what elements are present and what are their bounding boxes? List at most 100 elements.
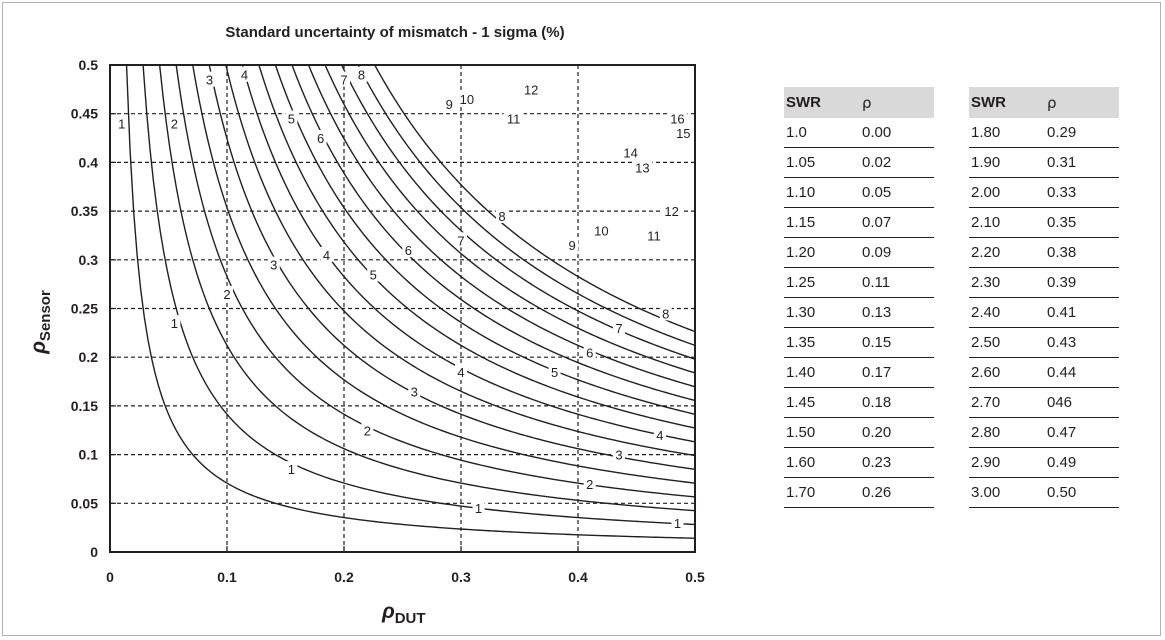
rho-cell: 0.11 (862, 274, 891, 291)
contour-label: 4 (241, 68, 248, 83)
contour-label-bg (653, 427, 666, 443)
contour-label-bg (320, 246, 333, 262)
table-row: 1.45 0.18 (784, 388, 934, 418)
table-row: 1.35 0.15 (784, 328, 934, 358)
swr-cell: 1.25 (786, 274, 816, 291)
table-row: 2.70 046 (969, 388, 1119, 418)
rho-cell: 0.23 (862, 454, 892, 471)
swr-cell: 1.80 (971, 124, 1001, 141)
contour-label: 13 (635, 160, 649, 175)
x-tick-label: 0.1 (217, 569, 237, 585)
rho-cell: 0.05 (862, 184, 892, 201)
contour-label: 5 (288, 112, 295, 127)
swr-cell: 2.60 (971, 364, 1001, 381)
table-row: 1.15 0.07 (784, 208, 934, 238)
contour-line-6 (208, 64, 696, 471)
contour-label-bg (583, 475, 596, 491)
contour-label-bg (632, 159, 653, 175)
contour-label-bg (566, 237, 579, 253)
contour-label-bg (115, 115, 128, 131)
swr-cell: 1.15 (786, 214, 816, 231)
contour-label: 16 (670, 112, 684, 127)
y-tick-label: 0.35 (71, 203, 98, 219)
x-tick-label: 0.3 (451, 569, 471, 585)
contour-label: 7 (340, 73, 347, 88)
table-row: 3.00 0.50 (969, 478, 1119, 508)
contour-label: 5 (370, 267, 377, 282)
contour-label: 3 (615, 448, 622, 463)
contour-label-bg (221, 285, 233, 301)
contour-label: 12 (664, 204, 678, 219)
contour-label-bg (521, 81, 542, 97)
contour-label: 3 (270, 258, 277, 273)
swr-cell: 1.20 (786, 244, 816, 261)
y-tick-label: 0.45 (71, 106, 98, 122)
rho-cell: 0.35 (1047, 214, 1077, 231)
contour-label-bg (203, 71, 216, 87)
table-row: 1.90 0.31 (969, 148, 1119, 178)
contour-label: 1 (288, 462, 295, 477)
contour-label-bg (338, 71, 350, 87)
swr-table-2: SWR ρ 1.80 0.29 1.90 0.31 2.00 0.33 2.10 0.35 2.… (969, 87, 1119, 508)
swr-cell: 1.40 (786, 364, 816, 381)
contour-line-2 (142, 64, 696, 526)
y-tick-label: 0.4 (79, 154, 99, 170)
contour-label: 15 (676, 126, 690, 141)
table-header: SWR ρ (969, 87, 1119, 118)
table-row: 2.20 0.38 (969, 238, 1119, 268)
contour-line-1 (125, 64, 696, 539)
contour-label: 2 (364, 423, 371, 438)
contour-label: 5 (551, 365, 558, 380)
x-axis-label: ρDUT (381, 600, 426, 627)
contour-label-bg (591, 222, 612, 238)
table-row: 2.90 0.49 (969, 448, 1119, 478)
contour-line-10 (274, 64, 696, 415)
rho-cell: 0.20 (862, 424, 892, 441)
rho-cell: 0.38 (1047, 244, 1077, 261)
rho-cell: 0.50 (1047, 484, 1077, 501)
table-row: 1.10 0.05 (784, 178, 934, 208)
rho-cell: 0.15 (862, 334, 892, 351)
contour-line-8 (241, 64, 696, 443)
contour-label: 3 (411, 384, 418, 399)
contour-line-12 (307, 64, 696, 388)
contour-line-13 (324, 64, 696, 374)
table-row: 2.40 0.41 (969, 298, 1119, 328)
contour-layer (125, 64, 696, 539)
rho-cell: 0.17 (862, 364, 892, 381)
rho-cell: 0.07 (862, 214, 892, 231)
contour-label-bg (267, 256, 280, 272)
swr-cell: 2.10 (971, 214, 1001, 231)
contour-label: 12 (524, 82, 538, 97)
contour-label: 8 (358, 68, 365, 83)
swr-cell: 1.10 (786, 184, 816, 201)
contour-label: 1 (171, 316, 178, 331)
rho-cell: 0.47 (1047, 424, 1077, 441)
table-body: 1.0 0.00 1.05 0.02 1.10 0.05 1.15 0.07 1.20 0.09 1… (784, 118, 934, 508)
contour-label-bg (402, 242, 415, 258)
swr-cell: 1.60 (786, 454, 816, 471)
contour-line-3 (158, 64, 696, 512)
contour-label: 6 (586, 345, 593, 360)
table-row: 2.10 0.35 (969, 208, 1119, 238)
y-tick-label: 0.15 (71, 398, 98, 414)
rho-cell: 0.44 (1047, 364, 1077, 381)
contour-label: 2 (223, 287, 230, 302)
contour-label-bg (620, 144, 641, 160)
contour-line-15 (357, 64, 696, 347)
table-row: 2.00 0.33 (969, 178, 1119, 208)
table-row: 1.20 0.09 (784, 238, 934, 268)
contour-label: 2 (171, 116, 178, 131)
contour-label: 4 (457, 365, 464, 380)
contour-label: 9 (446, 97, 453, 112)
header-rho: ρ (1047, 93, 1057, 112)
rho-cell: 0.49 (1047, 454, 1077, 471)
contour-label: 4 (656, 428, 663, 443)
swr-cell: 2.30 (971, 274, 1001, 291)
header-rho: ρ (862, 93, 872, 112)
contour-line-11 (291, 64, 696, 402)
contour-label: 11 (507, 112, 521, 127)
contour-label: 10 (594, 224, 608, 239)
